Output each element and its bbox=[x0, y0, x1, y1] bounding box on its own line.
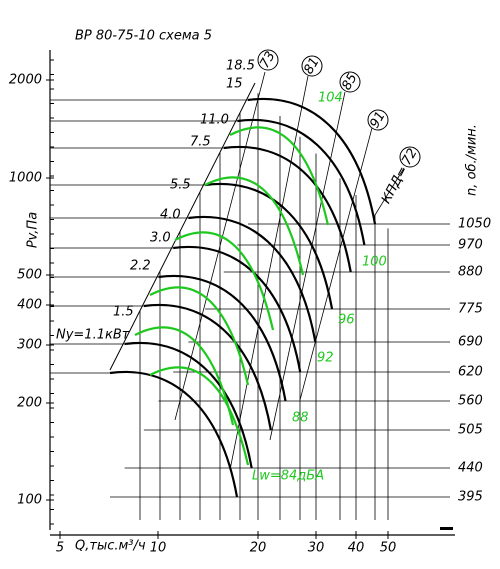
power-label: 7.5 bbox=[190, 135, 211, 150]
x-tick-label: 50 bbox=[380, 541, 397, 556]
speed-tick-label: 620 bbox=[458, 365, 483, 380]
noise-label: 96 bbox=[338, 313, 355, 328]
efficiency-label: 85 bbox=[339, 71, 360, 93]
boundary bbox=[109, 82, 256, 371]
noise-label: Lw=84дБА bbox=[252, 469, 324, 484]
noise-curve bbox=[149, 366, 250, 466]
speed-tick-label: 880 bbox=[458, 265, 483, 280]
speed-tick-label: 505 bbox=[458, 423, 483, 438]
speed-axis-label: n, об./мин. bbox=[465, 124, 480, 196]
efficiency-circle bbox=[367, 109, 389, 131]
y-axis-label: Pv,Па bbox=[26, 212, 41, 248]
efficiency-label: 73 bbox=[257, 49, 278, 71]
efficiency-line bbox=[374, 167, 405, 216]
speed-tick-label: 560 bbox=[458, 394, 483, 409]
power-label: Ny=1.1кВт bbox=[56, 328, 130, 343]
speed-tick-label: 1050 bbox=[458, 217, 491, 232]
efficiency-line bbox=[269, 91, 346, 441]
efficiency-line bbox=[299, 127, 373, 401]
x-tick-label: 10 bbox=[150, 541, 167, 556]
efficiency-label: 72 bbox=[399, 146, 420, 168]
efficiency-circle bbox=[301, 55, 323, 77]
power-label: 5.5 bbox=[170, 178, 191, 193]
fan-curve bbox=[109, 370, 239, 498]
y-tick-label: 500 bbox=[17, 268, 42, 283]
x-tick-label: 20 bbox=[250, 541, 267, 556]
x-axis-label: Q,тыс.м³/ч bbox=[75, 539, 146, 554]
efficiency-prefix: КПД= bbox=[379, 164, 411, 206]
noise-curve bbox=[149, 286, 250, 386]
speed-tick-label: 690 bbox=[458, 335, 483, 350]
fan-curve bbox=[188, 215, 317, 343]
x-tick-label: 40 bbox=[348, 541, 365, 556]
noise-curve bbox=[204, 176, 305, 276]
fan-curve bbox=[237, 118, 366, 246]
noise-label: 100 bbox=[362, 255, 387, 270]
y-tick-label: 300 bbox=[17, 338, 42, 353]
y-tick-label: 2000 bbox=[9, 73, 42, 88]
speed-tick-label: 395 bbox=[458, 490, 483, 505]
fan-curve bbox=[124, 341, 253, 469]
speed-tick-label: 775 bbox=[458, 302, 483, 317]
marker bbox=[440, 527, 453, 530]
noise-curve bbox=[174, 231, 275, 331]
x-tick-label: 5 bbox=[56, 541, 64, 556]
power-label: 18.5 bbox=[226, 59, 255, 74]
speed-tick-label: 970 bbox=[458, 238, 483, 253]
fan-curve bbox=[158, 274, 287, 402]
fan-curve bbox=[204, 182, 334, 310]
power-label: 15 bbox=[226, 77, 243, 92]
y-tick-label: 1000 bbox=[9, 171, 42, 186]
y-tick-label: 400 bbox=[17, 298, 42, 313]
noise-curve bbox=[134, 326, 235, 426]
x-tick-label: 30 bbox=[308, 541, 325, 556]
power-label: 3.0 bbox=[150, 231, 171, 246]
speed-tick-label: 440 bbox=[458, 461, 483, 476]
power-label: 11.0 bbox=[200, 113, 229, 128]
efficiency-line bbox=[229, 75, 309, 471]
efficiency-line bbox=[174, 71, 266, 421]
noise-label: 92 bbox=[317, 351, 334, 366]
power-label: 2.2 bbox=[130, 259, 151, 274]
y-tick-label: 100 bbox=[17, 493, 42, 508]
fan-curve bbox=[247, 97, 377, 225]
efficiency-circle bbox=[399, 146, 421, 168]
noise-curve bbox=[229, 126, 330, 226]
fan-curve bbox=[143, 303, 272, 431]
efficiency-label: 81 bbox=[301, 55, 322, 77]
noise-label: 104 bbox=[318, 91, 343, 106]
efficiency-circle bbox=[339, 71, 361, 93]
efficiency-label: 91 bbox=[367, 109, 388, 131]
chart-title: ВР 80-75-10 схема 5 bbox=[75, 29, 212, 44]
efficiency-circle bbox=[257, 49, 279, 71]
power-label: 1.5 bbox=[113, 305, 134, 320]
noise-label: 88 bbox=[292, 411, 309, 426]
power-label: 4.0 bbox=[160, 208, 181, 223]
y-tick-label: 200 bbox=[17, 396, 42, 411]
